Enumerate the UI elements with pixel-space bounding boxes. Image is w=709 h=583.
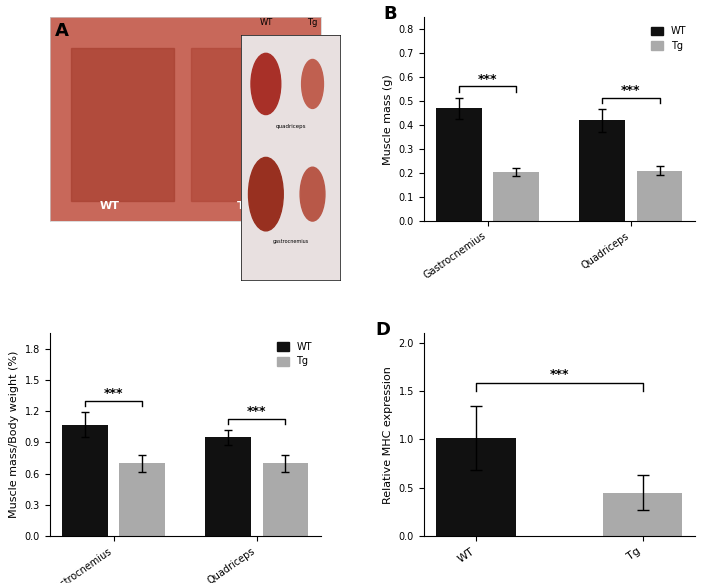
Text: ***: *** bbox=[621, 84, 641, 97]
Bar bbox=[191, 48, 294, 201]
Bar bbox=[72, 48, 174, 201]
Text: ***: *** bbox=[478, 73, 498, 86]
Text: D: D bbox=[375, 321, 390, 339]
Bar bbox=[205, 437, 251, 536]
Text: Tg: Tg bbox=[237, 201, 252, 211]
Text: quadriceps: quadriceps bbox=[275, 124, 306, 129]
Text: WT: WT bbox=[99, 201, 119, 211]
Bar bbox=[262, 463, 308, 536]
Ellipse shape bbox=[251, 54, 281, 114]
Bar bbox=[62, 424, 108, 536]
Bar bbox=[436, 437, 516, 536]
Text: ***: *** bbox=[104, 387, 123, 401]
Ellipse shape bbox=[301, 59, 323, 108]
Text: WT: WT bbox=[259, 18, 272, 27]
Bar bbox=[436, 108, 482, 221]
Legend: WT, Tg: WT, Tg bbox=[273, 338, 316, 370]
Text: A: A bbox=[55, 22, 69, 40]
Ellipse shape bbox=[249, 157, 284, 231]
Text: B: B bbox=[383, 5, 397, 23]
Text: ***: *** bbox=[247, 405, 267, 418]
Y-axis label: Relative MHC expression: Relative MHC expression bbox=[383, 366, 393, 504]
Y-axis label: Muscle mass (g): Muscle mass (g) bbox=[383, 74, 393, 164]
Bar bbox=[119, 463, 165, 536]
Text: Tg: Tg bbox=[307, 18, 318, 27]
Ellipse shape bbox=[300, 167, 325, 221]
Y-axis label: Muscle mass/Body weight (%): Muscle mass/Body weight (%) bbox=[9, 351, 19, 518]
Bar bbox=[603, 493, 683, 536]
Legend: WT, Tg: WT, Tg bbox=[647, 22, 690, 55]
Bar bbox=[637, 171, 683, 221]
Text: gastrocnemius: gastrocnemius bbox=[272, 239, 309, 244]
Bar bbox=[493, 172, 540, 221]
Text: ***: *** bbox=[549, 368, 569, 381]
Bar bbox=[579, 121, 625, 221]
